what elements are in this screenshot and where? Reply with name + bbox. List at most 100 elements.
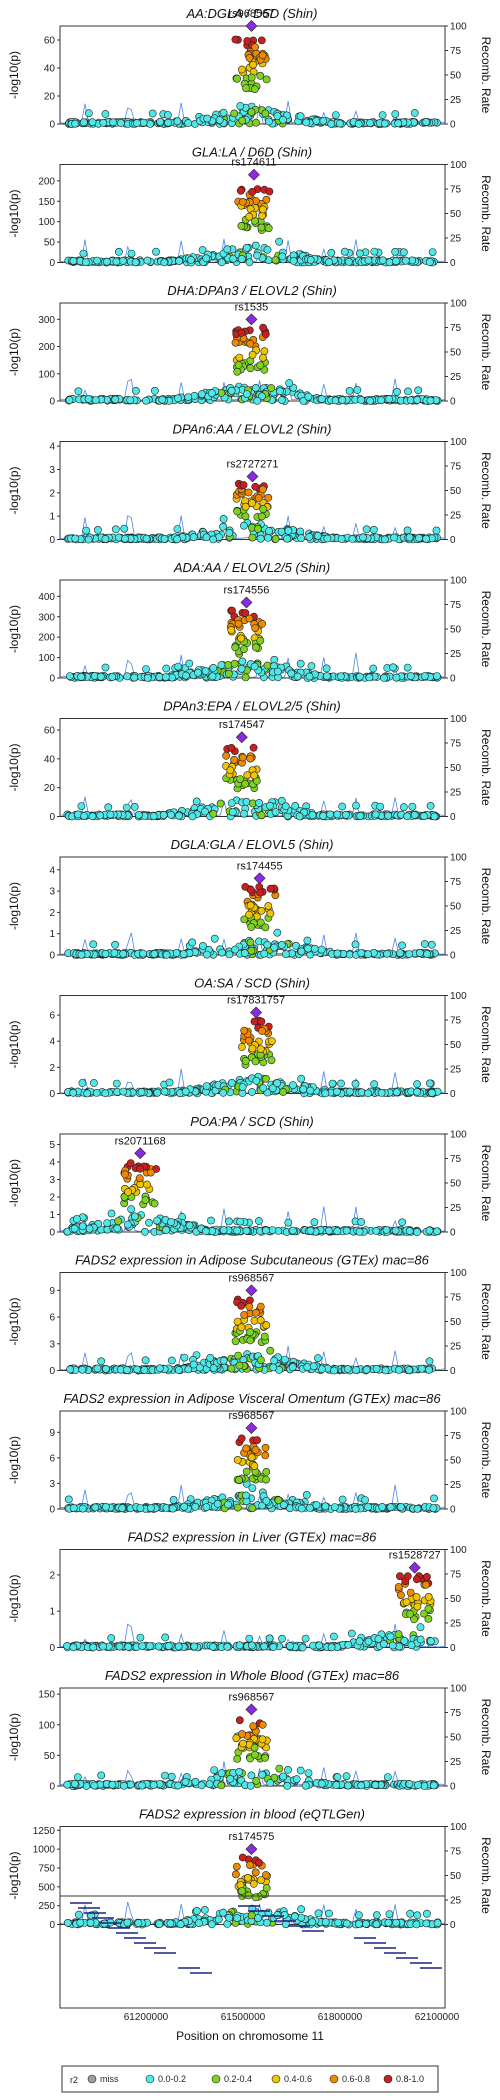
y-tick-label: 200 xyxy=(38,633,55,644)
variant-point xyxy=(304,1769,313,1777)
variant-point xyxy=(297,1905,306,1914)
variant-point xyxy=(261,1451,270,1460)
variant-point xyxy=(302,1491,311,1499)
variant-point xyxy=(202,1082,211,1090)
chart-panel: FADS2 expression in Whole Blood (GTEx) m… xyxy=(7,1668,493,1793)
y-tick-label: 300 xyxy=(38,315,55,326)
variant-point xyxy=(218,948,226,957)
y-tick-label: 0 xyxy=(49,535,55,546)
variant-point xyxy=(143,1180,151,1189)
variant-point xyxy=(275,1764,284,1773)
variant-point xyxy=(264,493,273,502)
variant-point xyxy=(217,258,226,267)
variant-point xyxy=(422,534,430,543)
variant-point xyxy=(149,812,158,821)
variant-point xyxy=(90,1079,98,1087)
variant-point xyxy=(101,663,110,672)
variant-point xyxy=(427,940,436,949)
variant-point xyxy=(231,35,240,44)
variant-point xyxy=(233,74,241,83)
variant-point xyxy=(413,1088,421,1096)
variant-point xyxy=(242,243,251,252)
variant-point xyxy=(345,950,354,959)
y-tick-label: 6 xyxy=(49,1313,55,1324)
variant-point xyxy=(155,1920,164,1928)
variant-point xyxy=(364,256,373,265)
variant-point xyxy=(406,672,415,680)
variant-point xyxy=(122,803,131,812)
variant-point xyxy=(288,1226,297,1235)
variant-point xyxy=(257,811,266,820)
variant-point xyxy=(424,1365,433,1374)
variant-point xyxy=(261,1871,270,1879)
variant-point xyxy=(382,1226,391,1234)
variant-point xyxy=(423,950,431,958)
y-tick-label: 6 xyxy=(49,1011,55,1022)
variant-point xyxy=(231,1870,240,1879)
variant-point xyxy=(361,1496,369,1504)
variant-point xyxy=(190,391,199,400)
legend-label: 0.0-0.2 xyxy=(158,2074,186,2084)
variant-point xyxy=(405,1780,414,1788)
variant-point xyxy=(362,1365,371,1374)
variant-point xyxy=(281,950,290,958)
legend-swatch xyxy=(329,2074,339,2084)
variant-point xyxy=(101,535,110,543)
variant-point xyxy=(202,950,211,959)
lead-snp-label: rs2727271 xyxy=(227,459,279,471)
variant-point xyxy=(378,1503,387,1511)
recomb-tick-label: 25 xyxy=(450,95,462,106)
variant-point xyxy=(234,619,243,628)
variant-point xyxy=(142,396,150,405)
variant-point xyxy=(403,526,412,535)
variant-point xyxy=(238,1853,247,1862)
variant-point xyxy=(386,1632,395,1641)
recomb-tick-label: 75 xyxy=(450,877,462,888)
variant-point xyxy=(342,1772,351,1781)
variant-point xyxy=(302,118,311,127)
y-tick-label: 40 xyxy=(44,754,56,765)
variant-point xyxy=(304,944,312,953)
variant-point xyxy=(112,1079,121,1088)
variant-point xyxy=(426,802,435,810)
variant-point xyxy=(219,1356,228,1365)
variant-point xyxy=(162,950,171,959)
variant-point xyxy=(299,396,308,405)
variant-point xyxy=(123,672,132,681)
variant-point xyxy=(295,812,304,821)
variant-point xyxy=(259,1084,268,1092)
recomb-tick-label: 50 xyxy=(450,1594,462,1605)
recomb-tick-label: 100 xyxy=(450,714,467,725)
variant-point xyxy=(188,812,197,821)
variant-point xyxy=(106,810,115,819)
variant-point xyxy=(381,1366,390,1375)
y-tick-label: 0 xyxy=(49,120,55,131)
variant-point xyxy=(351,1079,360,1088)
variant-point xyxy=(237,1887,246,1895)
variant-point xyxy=(238,197,247,206)
variant-point xyxy=(217,1781,226,1790)
y-tick-label: 300 xyxy=(38,612,55,623)
variant-point xyxy=(71,534,80,543)
lead-snp-marker xyxy=(245,1843,258,1856)
lead-snp-marker xyxy=(235,731,248,744)
variant-point xyxy=(331,396,340,405)
recomb-tick-label: 0 xyxy=(450,1228,456,1239)
y-tick-label: 4 xyxy=(49,865,55,876)
variant-point xyxy=(413,1911,422,1920)
variant-point xyxy=(174,1781,182,1790)
variant-point xyxy=(395,1366,403,1374)
variant-point xyxy=(399,248,408,257)
y-axis-label: -log10(p) xyxy=(7,328,21,376)
variant-point xyxy=(385,1910,394,1918)
recomb-tick-label: 0 xyxy=(450,1089,456,1100)
variant-point xyxy=(233,1226,241,1235)
y-tick-label: 60 xyxy=(44,726,56,737)
recomb-tick-label: 25 xyxy=(450,372,462,383)
variant-point xyxy=(352,801,360,810)
variant-point xyxy=(392,673,401,682)
recomb-tick-label: 75 xyxy=(450,1847,462,1858)
variant-point xyxy=(233,1755,242,1763)
variant-point xyxy=(362,525,371,534)
panel-title: DGLA:GLA / ELOVL5 (Shin) xyxy=(171,837,334,852)
